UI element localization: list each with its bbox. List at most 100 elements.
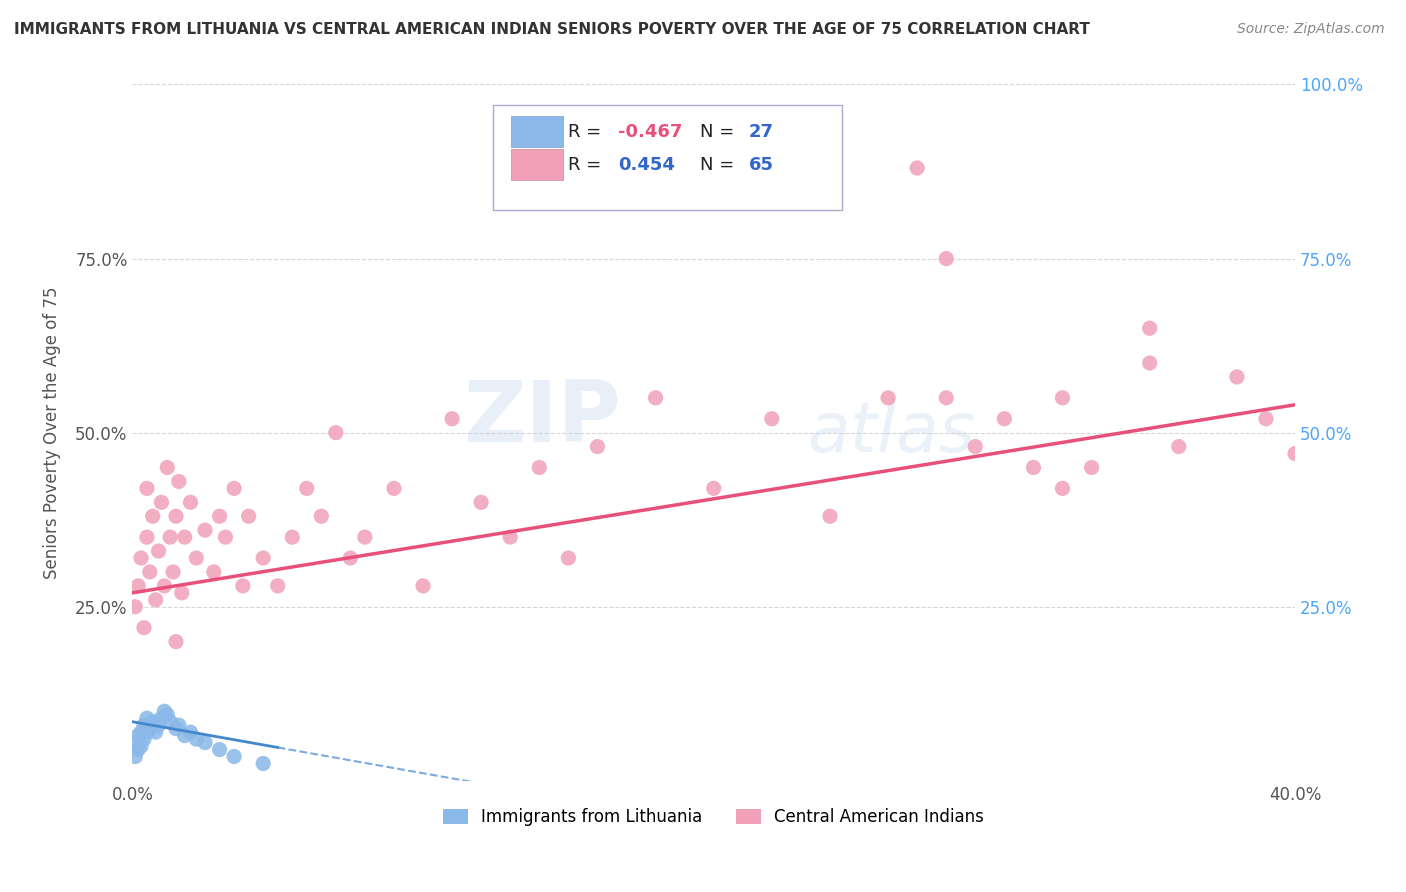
Point <box>156 460 179 475</box>
Text: R =: R = <box>568 123 602 141</box>
Point <box>281 530 304 544</box>
Text: -0.467: -0.467 <box>619 123 683 141</box>
Point <box>1139 356 1161 370</box>
Point <box>179 725 201 739</box>
Point <box>194 523 217 537</box>
Point <box>818 509 841 524</box>
Point <box>557 551 579 566</box>
Point <box>135 711 157 725</box>
Point <box>232 579 254 593</box>
Text: IMMIGRANTS FROM LITHUANIA VS CENTRAL AMERICAN INDIAN SENIORS POVERTY OVER THE AG: IMMIGRANTS FROM LITHUANIA VS CENTRAL AME… <box>14 22 1090 37</box>
Point <box>311 509 333 524</box>
Point <box>295 482 318 496</box>
Point <box>159 530 181 544</box>
Point <box>148 544 170 558</box>
Point <box>1284 446 1306 460</box>
Text: N =: N = <box>700 155 734 174</box>
Point <box>145 592 167 607</box>
Point <box>179 495 201 509</box>
Point <box>470 495 492 509</box>
Point <box>238 509 260 524</box>
Point <box>124 749 146 764</box>
Point <box>129 725 152 739</box>
Point <box>224 749 246 764</box>
Point <box>153 704 176 718</box>
Point <box>135 725 157 739</box>
Point <box>135 482 157 496</box>
Point <box>644 391 666 405</box>
Point <box>935 391 957 405</box>
Point <box>412 579 434 593</box>
Point <box>224 482 246 496</box>
Y-axis label: Seniors Poverty Over the Age of 75: Seniors Poverty Over the Age of 75 <box>44 286 60 579</box>
Point <box>267 579 290 593</box>
Point <box>150 711 173 725</box>
Point <box>135 530 157 544</box>
Point <box>586 440 609 454</box>
Text: ZIP: ZIP <box>463 377 620 460</box>
Text: 65: 65 <box>748 155 773 174</box>
Point <box>127 742 149 756</box>
Point <box>150 495 173 509</box>
Point <box>124 735 146 749</box>
Point <box>339 551 361 566</box>
Point <box>1052 482 1074 496</box>
Text: 0.454: 0.454 <box>619 155 675 174</box>
Point <box>325 425 347 440</box>
Point <box>145 725 167 739</box>
Point <box>153 579 176 593</box>
Point <box>127 729 149 743</box>
Point <box>132 732 155 747</box>
Point <box>173 530 195 544</box>
Legend: Immigrants from Lithuania, Central American Indians: Immigrants from Lithuania, Central Ameri… <box>436 802 991 833</box>
Point <box>159 714 181 729</box>
Point <box>139 565 162 579</box>
Point <box>162 565 184 579</box>
Point <box>186 551 208 566</box>
Point <box>165 722 187 736</box>
Point <box>208 509 231 524</box>
Text: N =: N = <box>700 123 734 141</box>
Point <box>167 718 190 732</box>
Point <box>529 460 551 475</box>
Point <box>165 509 187 524</box>
Point <box>252 551 274 566</box>
Point <box>499 530 522 544</box>
Point <box>382 482 405 496</box>
Text: R =: R = <box>568 155 602 174</box>
Point <box>703 482 725 496</box>
Point <box>173 729 195 743</box>
Point <box>354 530 377 544</box>
Point <box>1226 370 1249 384</box>
Point <box>165 634 187 648</box>
Point <box>132 621 155 635</box>
Point <box>167 475 190 489</box>
Point <box>993 411 1015 425</box>
Point <box>214 530 236 544</box>
Point <box>156 707 179 722</box>
Point <box>761 411 783 425</box>
Point <box>935 252 957 266</box>
Point <box>127 579 149 593</box>
Point <box>877 391 900 405</box>
Point <box>170 586 193 600</box>
Point <box>129 739 152 753</box>
Point <box>905 161 928 175</box>
Text: 27: 27 <box>748 123 773 141</box>
FancyBboxPatch shape <box>492 105 842 210</box>
Point <box>202 565 225 579</box>
Point <box>1022 460 1045 475</box>
Point <box>132 718 155 732</box>
FancyBboxPatch shape <box>512 117 562 147</box>
FancyBboxPatch shape <box>512 149 562 180</box>
Point <box>194 735 217 749</box>
Point <box>441 411 464 425</box>
Point <box>1080 460 1102 475</box>
Point <box>1139 321 1161 335</box>
Point <box>252 756 274 771</box>
Point <box>1167 440 1189 454</box>
Point <box>139 722 162 736</box>
Point <box>186 732 208 747</box>
Point <box>142 509 165 524</box>
Point <box>965 440 987 454</box>
